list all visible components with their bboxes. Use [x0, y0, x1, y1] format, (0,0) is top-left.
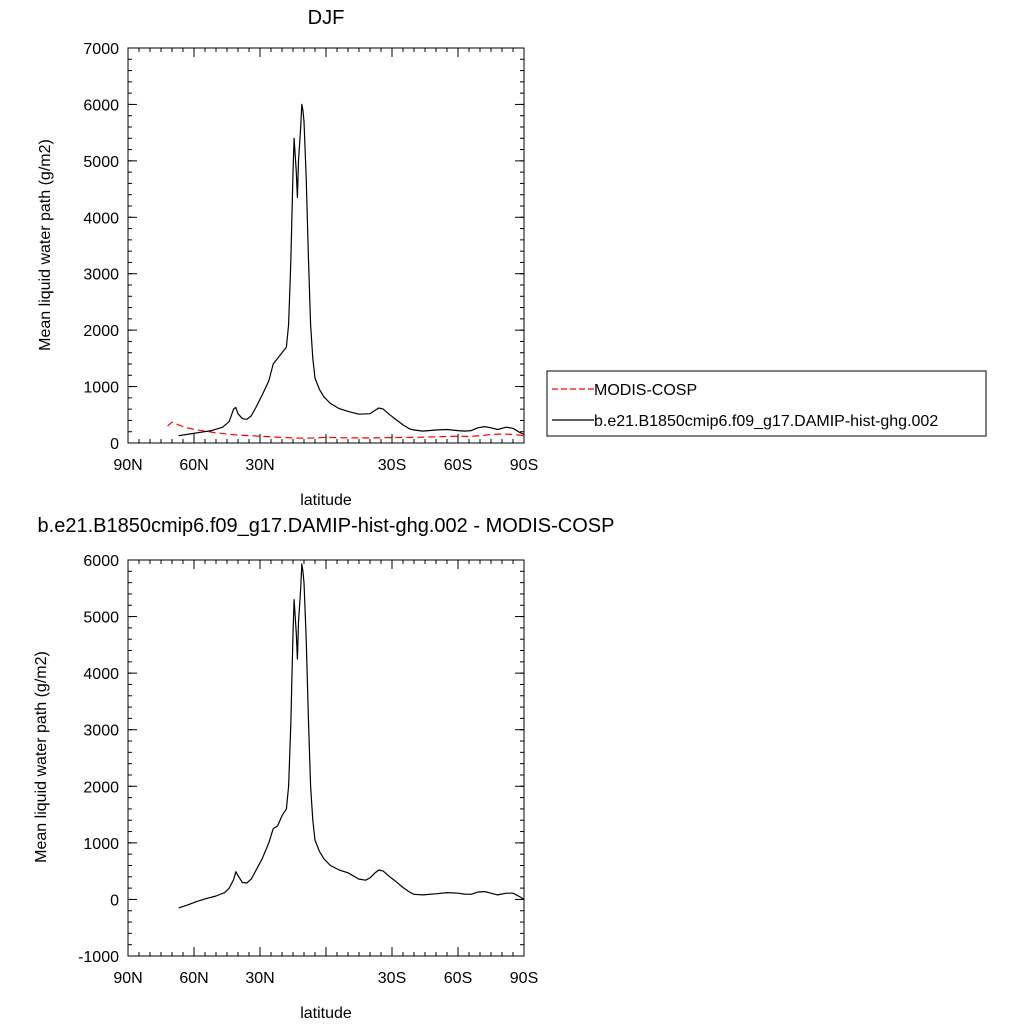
top-axis-ticks: 90N 60N 30N 30S 60S 90S 0 1000 2000 3000 4000 5000 6…	[83, 41, 538, 474]
top-x-tick-label: 30N	[245, 457, 274, 474]
bottom-y-tick-label: 4000	[83, 666, 119, 683]
legend-box	[546, 370, 987, 437]
top-y-tick-label: 6000	[83, 97, 119, 114]
bottom-x-axis-label: latitude	[300, 1005, 352, 1022]
top-y-tick-label: 0	[110, 436, 119, 453]
top-y-tick-label: 2000	[83, 323, 119, 340]
top-series-line-0	[167, 421, 525, 439]
bottom-axis-ticks: 90N 60N 30N 30S 60S 90S -1000 0 1000 2000 3000 4000…	[78, 553, 538, 987]
top-panel: DJF Mean liquid water path (g/m2) latitu…	[37, 7, 538, 509]
legend: MODIS-COSP b.e21.B1850cmip6.f09_g17.DAMI…	[546, 370, 987, 437]
bottom-y-tick-label: 5000	[83, 610, 119, 627]
bottom-y-tick-label: 6000	[83, 553, 119, 570]
bottom-series-line-0	[178, 563, 525, 909]
bottom-plot-frame	[127, 559, 525, 957]
top-y-tick-label: 4000	[83, 210, 119, 227]
bottom-x-tick-label: 30S	[378, 970, 406, 987]
top-y-tick-label: 1000	[83, 380, 119, 397]
top-x-tick-label: 30S	[378, 457, 406, 474]
top-x-tick-label: 90S	[510, 457, 538, 474]
bottom-x-tick-label: 30N	[245, 970, 274, 987]
bottom-x-tick-label: 60N	[179, 970, 208, 987]
bottom-y-tick-label: 2000	[83, 779, 119, 796]
top-plot-frame	[127, 47, 525, 444]
bottom-panel: b.e21.B1850cmip6.f09_g17.DAMIP-hist-ghg.…	[33, 515, 614, 1022]
bottom-series-lines	[178, 563, 525, 909]
bottom-y-tick-label: 3000	[83, 723, 119, 740]
top-x-tick-label: 60N	[179, 457, 208, 474]
top-series-line-1	[178, 103, 525, 437]
top-series-lines	[167, 103, 525, 439]
top-y-tick-label: 3000	[83, 267, 119, 284]
top-y-tick-label: 5000	[83, 154, 119, 171]
bottom-y-tick-label: 0	[110, 892, 119, 909]
legend-label-modis: MODIS-COSP	[594, 382, 697, 399]
bottom-x-tick-label: 90N	[113, 970, 142, 987]
top-x-axis-label: latitude	[300, 492, 352, 509]
top-y-tick-label: 7000	[83, 41, 119, 58]
bottom-y-tick-label: 1000	[83, 836, 119, 853]
top-x-tick-label: 90N	[113, 457, 142, 474]
bottom-y-axis-label: Mean liquid water path (g/m2)	[33, 651, 50, 863]
top-chart-title: DJF	[308, 7, 345, 29]
bottom-chart-title: b.e21.B1850cmip6.f09_g17.DAMIP-hist-ghg.…	[38, 515, 615, 537]
bottom-x-tick-label: 60S	[444, 970, 472, 987]
top-x-tick-label: 60S	[444, 457, 472, 474]
legend-label-model: b.e21.B1850cmip6.f09_g17.DAMIP-hist-ghg.…	[594, 413, 938, 430]
bottom-y-tick-label: -1000	[78, 949, 119, 966]
top-y-axis-label: Mean liquid water path (g/m2)	[37, 139, 54, 351]
bottom-x-tick-label: 90S	[510, 970, 538, 987]
